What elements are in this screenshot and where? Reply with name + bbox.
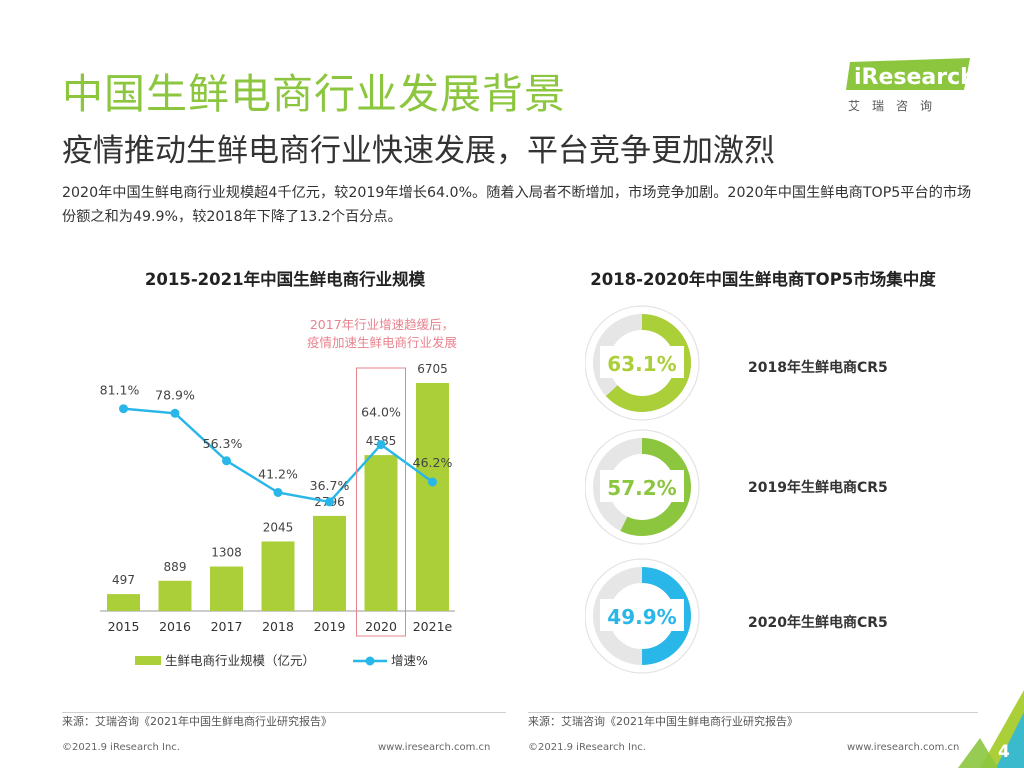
growth-label: 46.2% [413,455,453,470]
growth-label: 81.1% [100,383,140,398]
source-note-right: 来源：艾瑞咨询《2021年中国生鲜电商行业研究报告》 [528,715,798,728]
bar-line-chart-svg: 4972015889201613082017204520182796201945… [100,317,457,668]
x-tick-label: 2017 [211,619,243,634]
donut-value-label: 49.9% [607,605,676,629]
growth-label: 78.9% [155,387,195,402]
growth-point [273,487,283,497]
bar-2018 [261,541,295,611]
donut-category-label: 2018年生鲜电商CR5 [748,359,888,376]
x-tick-label: 2019 [314,619,346,634]
donut-category-label: 2020年生鲜电商CR5 [748,614,888,631]
logo-sub: 艾瑞咨询 [848,98,944,113]
bar-value-label: 1308 [211,546,242,560]
legend-bar-swatch [135,656,161,665]
donut-value-label: 63.1% [607,352,676,376]
growth-point [170,408,180,418]
donut-value-bg [600,470,684,502]
donut-value-bg [600,599,684,631]
bar-value-label: 889 [164,560,187,574]
growth-point [428,477,437,487]
website-right: www.iresearch.com.cn [847,742,960,753]
logo-brand: iResearch [854,65,976,90]
industry-scale-chart: 4972015889201613082017204520182796201945… [95,300,475,689]
growth-label: 36.7% [310,478,350,493]
bar-value-label: 2045 [263,520,294,534]
page-subtitle: 疫情推动生鲜电商行业快速发展，平台竞争更加激烈 [62,133,775,169]
copyright-left: ©2021.9 iResearch Inc. [62,742,180,753]
website-left: www.iresearch.com.cn [378,742,491,753]
growth-label: 56.3% [203,436,243,451]
bar-value-label: 497 [112,573,135,587]
bar-2015 [107,594,140,611]
x-tick-label: 2020 [365,619,397,634]
page-title: 中国生鲜电商行业发展背景 [62,70,566,118]
growth-label: 41.2% [258,466,298,481]
x-tick-label: 2018 [262,619,294,634]
donut-outer-ring [584,558,700,674]
intro-paragraph: 2020年中国生鲜电商行业规模超4千亿元，较2019年增长64.0%。随着入局者… [62,185,972,225]
source-note-left: 来源：艾瑞咨询《2021年中国生鲜电商行业研究报告》 [62,715,332,728]
legend-bar-label: 生鲜电商行业规模（亿元） [165,653,315,668]
growth-point [325,497,334,507]
copyright-right: ©2021.9 iResearch Inc. [528,742,646,753]
divider-left [62,712,506,713]
page-number: 4 [998,742,1010,762]
growth-point [222,456,231,466]
donut-value-label: 57.2% [607,476,676,500]
annotation-line-1: 2017年行业增速趋缓后， [310,317,454,332]
bar-value-label: 6705 [417,362,448,376]
cr5-donut-group: 63.1% 2018年生鲜电商CR5 57.2% 2019年生鲜电商CR5 49.9% 2… [584,305,985,694]
growth-point [119,404,128,414]
donut-chart-title: 2018-2020年中国生鲜电商TOP5市场集中度 [590,270,936,289]
growth-point [376,440,386,450]
divider-right [528,712,978,713]
bar-2019 [313,515,346,611]
legend-line-marker [365,656,375,666]
bar-2017 [210,566,243,611]
corner-decoration [958,690,1024,772]
x-tick-label: 2016 [159,619,191,634]
growth-label: 64.0% [361,405,401,420]
donut-value-bg [600,346,684,378]
donut-charts-svg: 63.1% 2018年生鲜电商CR5 57.2% 2019年生鲜电商CR5 49.9% 2… [584,305,888,674]
iresearch-logo: iResearch 艾瑞咨询 [846,56,976,116]
donut-category-label: 2019年生鲜电商CR5 [748,479,888,496]
bar-2016 [158,580,192,611]
bar-chart-title: 2015-2021年中国生鲜电商行业规模 [144,270,426,289]
legend-line-label: 增速% [391,653,428,668]
highlight-box [356,367,406,637]
donut-outer-ring [584,429,700,545]
x-tick-label: 2015 [108,619,140,634]
x-tick-label: 2021e [413,619,453,634]
annotation-line-2: 疫情加速生鲜电商行业发展 [307,335,457,350]
bar-2021e [416,383,449,611]
donut-outer-ring [584,305,700,421]
bar-2020 [364,455,398,611]
